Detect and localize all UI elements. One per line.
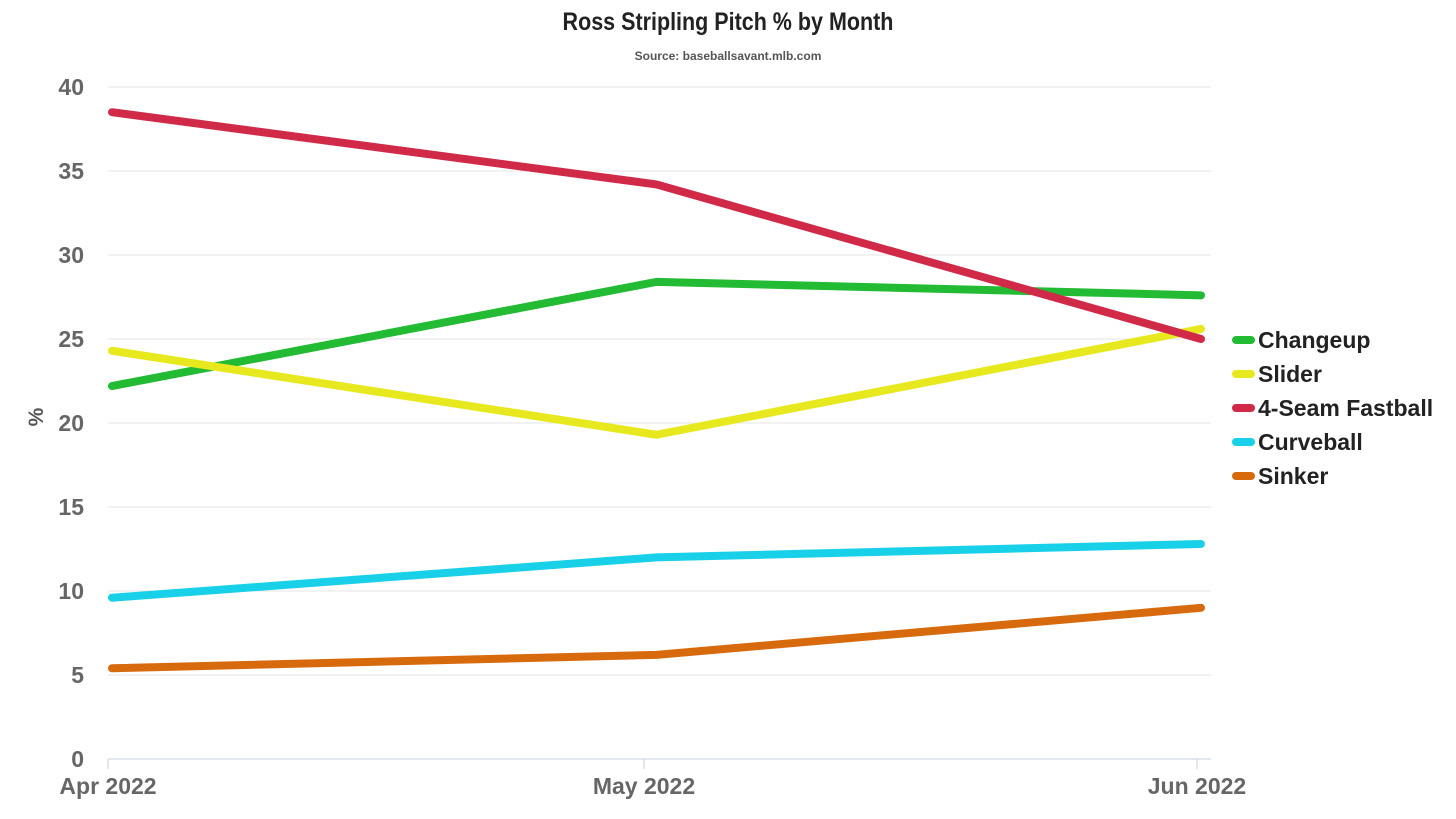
chart-title: Ross Stripling Pitch % by Month xyxy=(562,8,894,36)
legend-label-curveball: Curveball xyxy=(1258,429,1363,455)
y-tick-label: 25 xyxy=(58,326,84,352)
y-tick-label: 10 xyxy=(58,578,84,604)
y-tick-label: 15 xyxy=(58,494,84,520)
x-tick-label: Apr 2022 xyxy=(59,773,156,799)
legend-label-4-seam-fastball: 4-Seam Fastball xyxy=(1258,395,1433,421)
gridlines xyxy=(108,86,1211,760)
chart-subtitle: Source: baseballsavant.mlb.com xyxy=(634,49,822,63)
y-tick-label: 30 xyxy=(58,242,84,268)
series-line-curveball xyxy=(108,539,1205,602)
legend-label-changeup: Changeup xyxy=(1258,327,1370,353)
y-tick-label: 40 xyxy=(58,74,84,100)
series-line-4-seam-fastball xyxy=(108,108,1205,343)
series-lines xyxy=(108,108,1205,673)
axes: 0 5 10 15 20 25 30 35 40 Apr 2022 May 2022 Jun 2022… xyxy=(25,74,1246,799)
x-tick-label: Jun 2022 xyxy=(1148,773,1246,799)
series-line-slider xyxy=(108,324,1205,439)
legend: Changeup Slider 4-Seam Fastball Curveball Si… xyxy=(1232,327,1433,489)
legend-label-sinker: Sinker xyxy=(1258,463,1328,489)
x-tick-label: May 2022 xyxy=(593,773,695,799)
y-tick-label: 35 xyxy=(58,158,84,184)
y-axis-title: % xyxy=(25,407,48,426)
legend-label-slider: Slider xyxy=(1258,361,1322,387)
y-tick-label: 5 xyxy=(71,662,84,688)
series-line-sinker xyxy=(108,603,1205,673)
series-line-changeup xyxy=(108,277,1205,391)
y-tick-label: 20 xyxy=(58,410,84,436)
y-tick-label: 0 xyxy=(71,746,84,772)
